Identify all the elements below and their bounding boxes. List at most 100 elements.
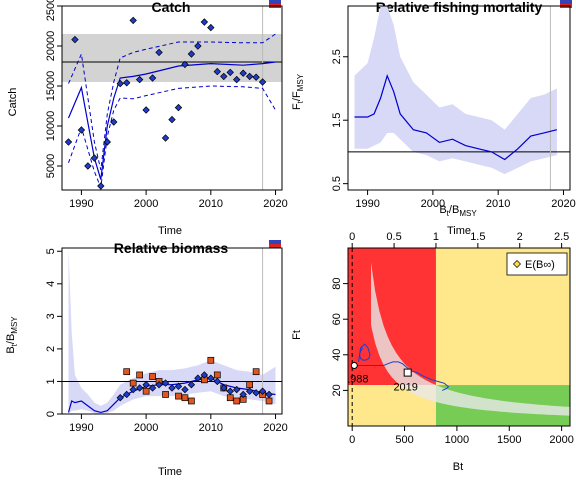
biomass-xtick-label: 2020 [263,422,287,434]
biomass-index2-point [265,397,273,405]
biomass-index1-point [135,384,144,392]
biomass-index1-point [194,374,202,382]
biomass-index1-point [181,385,189,394]
biomass-index1-point [129,385,137,394]
kobe-xtick-label: 1000 [445,434,469,446]
kobe-top-tick-label: 0 [349,231,355,243]
catch-observed-point [84,162,92,170]
biomass-index1-point [174,382,183,391]
catch-plot-area [62,6,282,190]
fmort-xtick-label: 1990 [355,198,379,210]
biomass-index2-point [246,381,253,389]
fmort-title: Relative fishing mortality [376,0,543,15]
catch-observed-point [123,79,131,87]
fmort-xtick-label: 2020 [551,198,575,210]
catch-observed-point [148,74,157,82]
svg-text:Bt/BMSY: Bt/BMSY [5,316,19,354]
fmort-ytick-label: 2.5 [331,49,343,64]
catch-fit-line [67,61,276,180]
kobe-xtick-label: 500 [395,434,413,446]
fmort-median-line [354,73,558,161]
catch-ylabel: Catch [7,88,19,117]
catch-ytick-label: 20000 [45,31,57,62]
catch-upper-ci [68,33,276,171]
fmort-xtick-label: 2010 [486,198,510,210]
catch-observed-point [90,154,99,162]
catch-title: Catch [152,0,191,15]
catch-flag-icon [269,0,281,8]
kobe-trajectory-loop [358,343,371,362]
biomass-index2-point [129,379,137,387]
kobe-equilibrium-band [371,262,570,416]
biomass-index1-point [161,379,170,387]
kobe-xtick-label: 2000 [549,434,573,446]
kobe-xtick-label: 1500 [497,434,521,446]
fmort-ylabel: Ft/FMSY [291,73,305,110]
fmort-ci-band [354,6,557,175]
biomass-index2-point [175,392,182,400]
biomass-ylabel: Bt/BMSY [5,316,19,354]
catch-frame [61,5,283,191]
kobe-ytick-label: 40 [331,349,343,361]
kobe-trajectory [354,361,450,391]
catch-observed-point [142,106,150,114]
catch-observed-point [116,79,124,88]
kobe-frame [347,247,571,427]
fmort-xlabel: Time [447,225,471,237]
catch-observed-point [200,18,209,26]
kobe-end-point [403,368,412,377]
biomass-index2-point [213,371,221,379]
biomass-index1-point [200,371,209,379]
catch-observed-point [97,182,105,190]
catch-observed-point [161,134,170,142]
biomass-index1-point [155,381,163,389]
catch-observed-point [207,23,215,32]
kobe-top-tick-label: 1.5 [470,231,485,243]
biomass-index1-point [148,384,157,392]
fishing-mortality-panel: Relative fishing mortality Ft/FMSY Time … [291,0,576,237]
catch-observed-point [64,138,73,146]
biomass-index2-point [226,394,234,402]
catch-observed-point [71,35,79,44]
biomass-index1-point [207,374,215,382]
biomass-plot-area [62,248,282,414]
catch-observed-point [233,75,241,84]
catch-observed-point [181,60,189,69]
kobe-top-tick-label: 1 [433,231,439,243]
biomass-index1-point [168,384,176,392]
svg-text:Bt/BMSY: Bt/BMSY [439,204,477,218]
biomass-xtick-label: 2010 [199,422,223,434]
catch-lower-ci [68,85,276,190]
kobe-top-tick-label: 2 [517,231,523,243]
fmort-plot-area [348,6,570,190]
fmort-xtick-label: 2000 [421,198,445,210]
svg-text:Ft/FMSY: Ft/FMSY [291,73,305,110]
catch-xtick-label: 2000 [134,198,158,210]
catch-observed-point [213,67,221,76]
biomass-index1-point [142,381,150,389]
biomass-index2-point [162,391,169,398]
kobe-ytick-label: 20 [331,384,343,396]
biomass-index1-point [239,390,247,399]
catch-xlabel: Time [158,225,182,237]
biomass-index1-point [123,390,131,399]
catch-observed-point [220,72,228,81]
kobe-panel: Bt/BMSY Ft Bt 1988 2019 E(B∞) 0 500 1000 1500 2… [291,204,574,473]
kobe-ytick-label: 80 [331,277,343,289]
biomass-index1-point [226,387,234,395]
biomass-frame [61,247,283,415]
biomass-ytick-label: 2 [45,346,57,352]
biomass-index2-point [123,368,131,376]
biomass-index2-point [181,394,189,402]
catch-ytick-label: 15000 [45,71,57,102]
kobe-xlabel: Bt [453,461,463,473]
biomass-index1-point [187,381,196,389]
biomass-index1-point [252,389,260,397]
fmort-ytick-label: 1.5 [331,113,343,128]
biomass-ytick-label: 5 [45,248,57,254]
catch-observed-point [194,42,202,50]
biomass-index2-point [136,371,143,379]
kobe-ytick-label: 60 [331,313,343,325]
biomass-ytick-label: 0 [45,411,57,417]
biomass-index1-point [245,387,254,395]
